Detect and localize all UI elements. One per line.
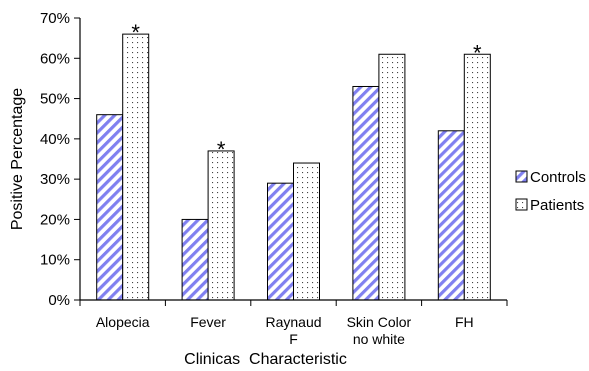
significance-marker: * <box>473 40 482 65</box>
axes <box>79 18 508 306</box>
bars: * * * <box>96 20 491 301</box>
y-tick-label: 40% <box>40 131 70 148</box>
legend: Controls Patients <box>515 169 586 214</box>
category-label: Raynaud F <box>265 314 321 347</box>
bar-patients-1 <box>122 33 150 301</box>
category-label: FH <box>455 314 474 330</box>
x-axis-labels: Alopecia Fever Raynaud F Skin Color no white F… <box>96 314 474 347</box>
bar-controls-3 <box>267 182 294 301</box>
y-tick-label: 20% <box>40 211 70 228</box>
category-label: Fever <box>190 314 226 330</box>
y-tick-label: 60% <box>40 50 70 67</box>
legend-swatch-patients <box>515 198 528 211</box>
legend-label-controls: Controls <box>530 169 586 186</box>
legend-swatch-controls <box>515 170 528 183</box>
significance-marker: * <box>131 20 140 45</box>
bar-patients-3 <box>293 162 320 301</box>
significance-marker: * <box>217 137 226 162</box>
y-tick-label: 10% <box>40 252 70 269</box>
y-tick-label: 30% <box>40 171 70 188</box>
y-tick-label: 70% <box>40 10 70 27</box>
bar-controls-4 <box>352 85 380 301</box>
bar-patients-2 <box>207 150 235 301</box>
legend-label-patients: Patients <box>530 197 584 214</box>
y-axis-ticks: 0% 10% 20% 30% 40% 50% 60% 70% <box>40 10 80 309</box>
y-axis-title: Positive Percentage <box>9 88 26 230</box>
bar-patients-5 <box>463 53 491 301</box>
bar-patients-4 <box>378 53 406 301</box>
x-axis-title: Clinicas Characteristic <box>184 351 347 368</box>
y-tick-label: 0% <box>48 292 70 309</box>
category-label: Alopecia <box>96 314 150 330</box>
bar-controls-1 <box>96 114 124 301</box>
y-tick-label: 50% <box>40 91 70 108</box>
bar-controls-2 <box>181 218 209 301</box>
bar-controls-5 <box>437 130 465 301</box>
category-label: Skin Color no white <box>347 314 412 347</box>
